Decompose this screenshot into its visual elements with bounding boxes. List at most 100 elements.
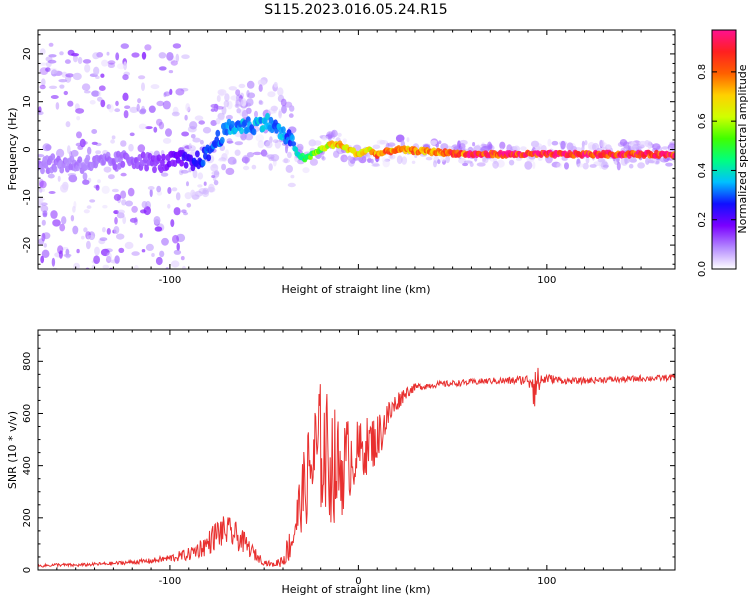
spectrogram-ridge-cell: [230, 120, 235, 128]
spectrogram-cell: [638, 140, 647, 146]
spectrogram-ridge-cell: [206, 154, 212, 162]
spectrogram-cell: [114, 108, 121, 113]
spectrogram-cell: [560, 140, 566, 150]
spectrogram-cell: [167, 203, 171, 209]
spectrogram-cell: [287, 182, 296, 188]
spectrogram-cell: [158, 121, 165, 130]
spectrogram-cell: [296, 143, 304, 151]
spectrogram-cell: [425, 156, 433, 161]
snr-data: [38, 367, 675, 568]
spectrogram-cell: [45, 67, 51, 72]
spectrogram-cell: [199, 139, 204, 145]
spectrogram-cell: [277, 87, 284, 97]
spectrogram-cell: [219, 113, 225, 121]
spectrogram-cell: [530, 140, 540, 148]
spectrogram-cell: [321, 155, 325, 160]
spectrogram-cell: [122, 269, 128, 275]
spectrogram-cell: [77, 145, 84, 150]
spectrogram-cell: [98, 85, 106, 91]
spectrogram-cell: [551, 161, 561, 168]
spectrogram-cell: [115, 271, 124, 279]
spectrogram-ylabel: Frequency (Hz): [6, 108, 19, 191]
spectrogram-cell: [131, 52, 140, 58]
spectrogram-ridge-cell: [293, 146, 299, 153]
spectrogram-cell: [81, 83, 91, 91]
spectrogram-cell: [39, 67, 49, 75]
spectrogram-cell: [270, 105, 278, 112]
spectrogram-cell: [367, 157, 372, 163]
snr-panel: -100 0 100 0 200 400 600 800 Height of straight…: [6, 329, 676, 596]
spectrogram-cell: [40, 255, 45, 264]
spectrogram-cell: [564, 162, 569, 170]
spectrogram-cell: [198, 120, 205, 125]
spectrogram-cell: [288, 113, 294, 118]
spectrogram-cell: [198, 188, 207, 194]
spectrogram-cell: [163, 91, 171, 97]
spectrogram-cell: [496, 159, 505, 168]
spectrogram-cell: [59, 51, 64, 56]
spectrogram-cell: [411, 160, 416, 164]
spectrogram-cell: [245, 107, 252, 115]
spectrogram-cell: [247, 92, 256, 99]
spectrogram-cell: [107, 60, 116, 65]
spectrogram-cell: [601, 140, 605, 149]
spectrogram-cell: [258, 99, 263, 104]
spectrogram-cell: [137, 98, 142, 104]
spectrogram-cell: [125, 200, 133, 207]
spectrogram-cell: [73, 262, 80, 269]
spectrogram-cell: [581, 146, 585, 151]
spectrogram-cell: [203, 181, 207, 186]
spectrogram-cell: [57, 245, 64, 255]
spectrogram-cell: [160, 172, 169, 177]
spectrogram-cell: [267, 91, 276, 98]
spectrogram-cell: [39, 84, 46, 90]
spectrogram-cell: [73, 201, 77, 209]
spectrogram-cell: [49, 275, 54, 281]
spectrogram-cell: [99, 237, 108, 242]
colorbar-tick-label: 0.8: [697, 64, 708, 80]
spectrogram-cell: [652, 143, 661, 151]
spectrogram-cell: [629, 142, 633, 151]
spectrogram-cell: [219, 90, 225, 97]
spectrogram-cell: [48, 42, 54, 47]
spectrogram-cell: [190, 134, 196, 139]
spectrogram-cell: [340, 154, 348, 163]
x-tick-label: -100: [159, 275, 182, 286]
spectrogram-cell: [241, 109, 248, 119]
spectrogram-cell: [52, 219, 61, 227]
spectrogram-cell: [124, 241, 134, 249]
spectrogram-cell: [76, 131, 82, 139]
spectrogram-cell: [217, 89, 227, 96]
spectrogram-cell: [480, 143, 487, 148]
spectrogram-ridge-cell: [172, 160, 178, 167]
spectrogram-cell: [67, 100, 74, 107]
spectrogram-cell: [285, 144, 288, 154]
spectrogram-cell: [100, 248, 110, 257]
spectrogram-cell: [123, 61, 127, 71]
spectrogram-cell: [49, 67, 58, 75]
spectrogram-cell: [225, 149, 229, 156]
spectrogram-ridge-cell: [672, 152, 675, 159]
spectrogram-cell: [302, 167, 310, 174]
spectrogram-cell: [213, 170, 220, 178]
spectrogram-cell: [129, 132, 135, 137]
spectrogram-cell: [93, 66, 100, 76]
spectrogram-cell: [161, 237, 169, 246]
spectrogram-ridge-cell: [50, 153, 56, 161]
spectrogram-cell: [616, 161, 621, 171]
spectrogram-cell: [242, 154, 251, 164]
spectrogram-cell: [83, 90, 91, 94]
spectrogram-cell: [96, 52, 104, 58]
y-tick-label: -20: [22, 237, 33, 253]
spectrogram-cell: [48, 54, 57, 58]
spectrogram-cell: [381, 157, 387, 163]
spectrogram-cell: [166, 52, 174, 61]
spectrogram-cell: [81, 235, 85, 240]
spectrogram-cell: [163, 92, 167, 98]
spectrogram-cell: [75, 108, 85, 114]
spectrogram-cell: [150, 84, 160, 90]
spectrogram-cell: [178, 169, 184, 176]
spectrogram-cell: [123, 110, 129, 119]
spectrogram-cell: [42, 143, 51, 152]
spectrogram-cell: [379, 140, 389, 145]
